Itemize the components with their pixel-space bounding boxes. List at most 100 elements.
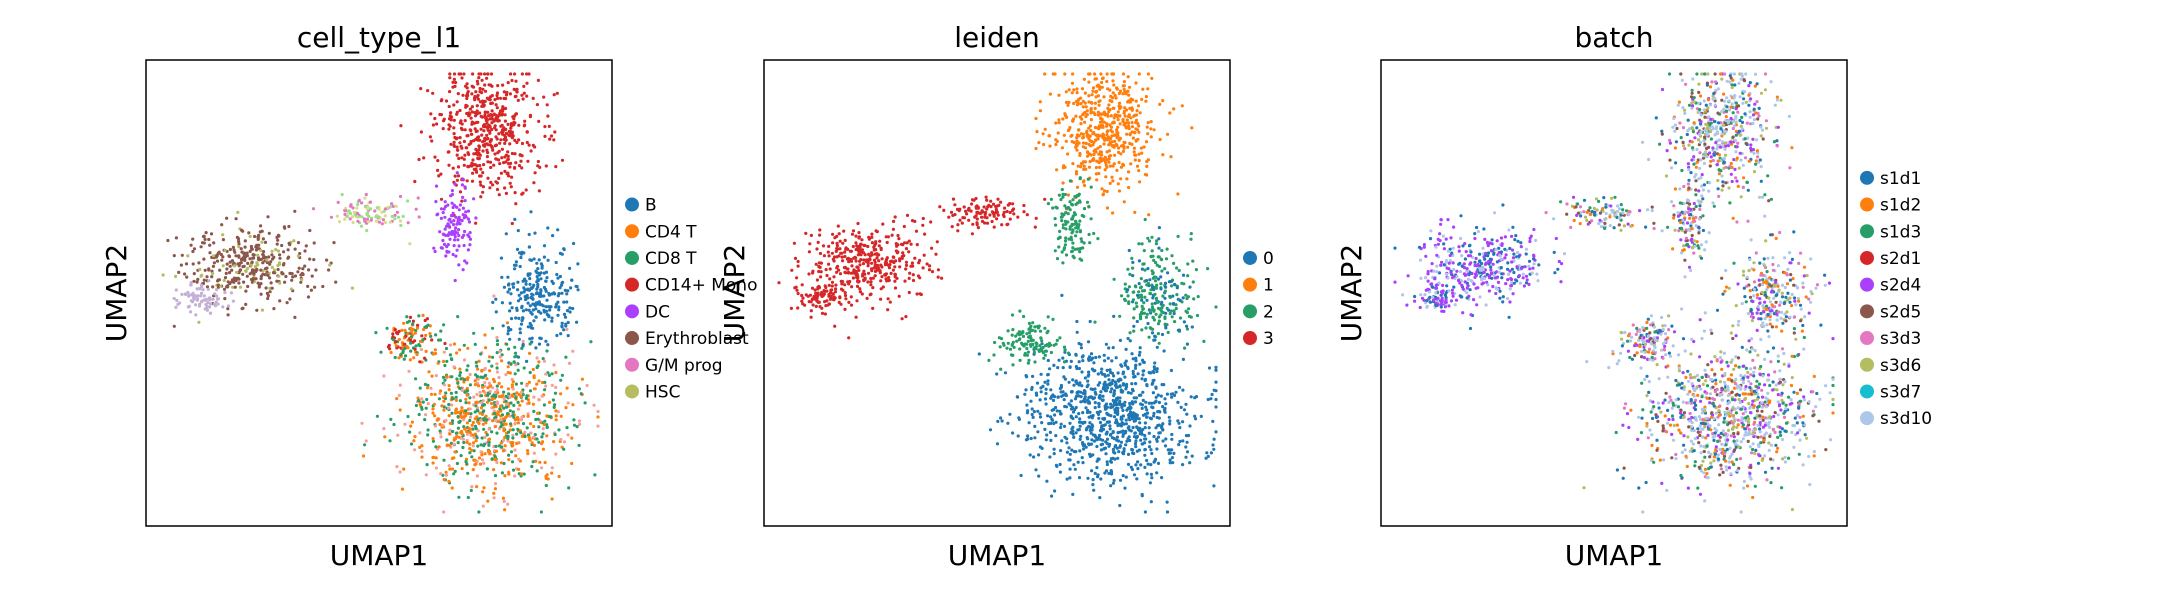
scatter-point xyxy=(419,347,423,352)
scatter-point xyxy=(439,435,443,439)
y-axis-label: UMAP2 xyxy=(100,244,133,343)
scatter-point xyxy=(1149,288,1153,292)
scatter-point xyxy=(1109,128,1113,132)
scatter-point xyxy=(482,129,486,133)
scatter-point xyxy=(796,264,800,268)
scatter-point xyxy=(203,268,207,272)
panel-title: cell_type_l1 xyxy=(297,21,461,54)
scatter-point xyxy=(502,90,506,94)
scatter-point xyxy=(1131,357,1135,361)
scatter-point xyxy=(1079,342,1083,347)
scatter-point xyxy=(1163,322,1167,326)
scatter-point xyxy=(1196,295,1200,299)
scatter-point xyxy=(1113,408,1117,412)
scatter-point xyxy=(448,90,452,94)
scatter-point xyxy=(435,447,440,451)
scatter-point xyxy=(1126,462,1131,466)
scatter-point xyxy=(440,404,444,408)
scatter-point xyxy=(526,325,530,329)
scatter-point xyxy=(464,397,468,401)
legend-label: CD8 T xyxy=(645,249,697,269)
scatter-point xyxy=(1146,462,1150,466)
scatter-point xyxy=(1072,435,1076,439)
scatter-point xyxy=(513,448,517,452)
scatter-point xyxy=(895,276,899,280)
scatter-point xyxy=(487,443,491,447)
scatter-point xyxy=(473,379,477,383)
scatter-point xyxy=(1022,314,1026,319)
scatter-point xyxy=(1151,379,1155,383)
scatter-point xyxy=(1094,165,1098,170)
scatter-point xyxy=(509,317,514,321)
scatter-point xyxy=(1102,158,1107,162)
scatter-point xyxy=(1099,72,1103,76)
scatter-point xyxy=(1067,446,1071,450)
scatter-point xyxy=(1132,150,1136,154)
scatter-point xyxy=(470,110,474,114)
scatter-point xyxy=(866,261,870,265)
scatter-point xyxy=(476,136,480,140)
scatter-point xyxy=(1059,449,1063,453)
scatter-point xyxy=(579,392,583,396)
scatter-point xyxy=(507,133,511,137)
scatter-point xyxy=(1078,257,1082,261)
scatter-point xyxy=(1115,128,1119,132)
scatter-point xyxy=(1115,421,1119,425)
scatter-point xyxy=(876,266,881,270)
scatter-point xyxy=(858,287,862,291)
scatter-point xyxy=(1149,120,1153,124)
scatter-point xyxy=(866,280,870,284)
scatter-point xyxy=(229,291,234,295)
scatter-point xyxy=(509,422,513,426)
scatter-point xyxy=(409,341,413,345)
scatter-point xyxy=(508,165,512,169)
scatter-point xyxy=(1142,145,1146,149)
scatter-point xyxy=(1181,296,1185,300)
scatter-point xyxy=(172,324,176,328)
scatter-point xyxy=(833,324,837,328)
scatter-point xyxy=(486,110,490,114)
scatter-point xyxy=(1133,431,1137,435)
scatter-point xyxy=(1116,182,1120,186)
scatter-point xyxy=(460,406,464,410)
scatter-point xyxy=(1150,451,1154,456)
scatter-point xyxy=(549,134,554,138)
scatter-point xyxy=(1082,443,1087,447)
scatter-point xyxy=(503,474,507,478)
scatter-point xyxy=(1103,138,1107,142)
scatter-point xyxy=(475,392,479,397)
scatter-point xyxy=(1127,185,1131,190)
scatter-point xyxy=(795,288,799,292)
scatter-point xyxy=(441,375,446,379)
scatter-point xyxy=(841,259,845,263)
scatter-point xyxy=(414,344,418,348)
scatter-point xyxy=(961,216,965,220)
scatter-point xyxy=(1096,237,1100,241)
scatter-point xyxy=(458,348,462,352)
scatter-point xyxy=(290,272,294,276)
scatter-point xyxy=(1093,148,1097,152)
scatter-point xyxy=(541,357,545,361)
scatter-point xyxy=(999,200,1003,204)
scatter-point xyxy=(506,150,510,154)
scatter-point xyxy=(309,288,313,292)
scatter-point xyxy=(486,143,490,147)
scatter-point xyxy=(518,251,522,255)
scatter-point xyxy=(1116,110,1120,114)
scatter-point xyxy=(499,441,503,445)
scatter-point xyxy=(554,165,558,169)
scatter-point xyxy=(1079,165,1083,169)
scatter-point xyxy=(540,435,544,439)
scatter-point xyxy=(510,151,514,156)
scatter-point xyxy=(421,400,425,404)
scatter-point xyxy=(481,171,485,175)
scatter-point xyxy=(580,377,585,381)
scatter-point xyxy=(1063,348,1067,352)
scatter-point xyxy=(417,412,421,417)
scatter-point xyxy=(1107,420,1111,424)
scatter-point xyxy=(524,282,528,286)
scatter-point xyxy=(523,434,527,439)
scatter-point xyxy=(831,241,835,245)
scatter-point xyxy=(461,93,465,97)
scatter-point xyxy=(1112,389,1117,393)
